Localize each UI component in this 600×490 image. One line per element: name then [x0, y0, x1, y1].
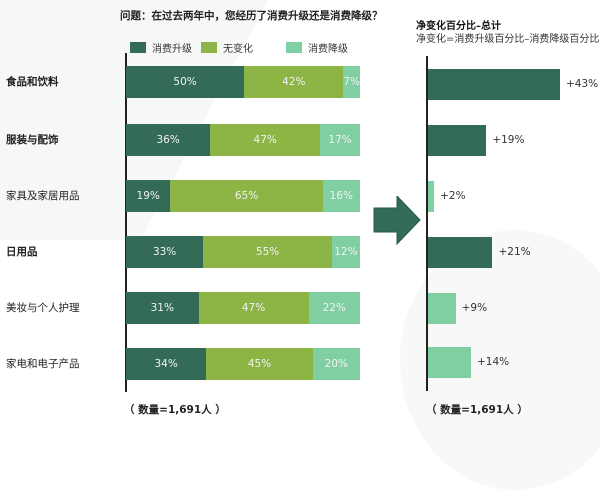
stacked-bar: 33% 55% 12% [126, 236, 360, 268]
net-change-bar [428, 237, 493, 268]
net-change-value: +19% [492, 134, 525, 146]
bar-segment-upgrade: 19% [126, 180, 171, 212]
bar-segment-upgrade: 50% [126, 66, 245, 98]
net-change-bar [428, 293, 456, 324]
legend-label: 消费升级 [152, 44, 192, 55]
legend-item-no-change: 无变化 [201, 40, 253, 55]
stacked-bar: 36% 47% 17% [126, 124, 360, 156]
legend-swatch-downgrade [286, 42, 302, 53]
legend-swatch-upgrade [130, 42, 146, 53]
stacked-bar: 31% 47% 22% [126, 292, 360, 324]
bar-segment-downgrade: 12% [331, 236, 360, 268]
bar-segment-no-change: 65% [170, 180, 323, 212]
left-chart-title: 问题：在过去两年中，您经历了消费升级还是消费降级？ [120, 10, 383, 22]
bar-segment-downgrade: 7% [343, 66, 360, 98]
stacked-bar: 19% 65% 16% [126, 180, 360, 212]
net-change-bar [428, 347, 471, 378]
bar-segment-no-change: 42% [244, 66, 344, 98]
net-change-value: +43% [566, 78, 599, 90]
left-chart-sample-note: （ 数量=1,691人 ） [124, 404, 226, 416]
bar-segment-no-change: 55% [203, 236, 332, 268]
bar-segment-upgrade: 36% [126, 124, 211, 156]
net-change-value: +2% [440, 190, 466, 202]
right-chart-sample-note: （ 数量=1,691人 ） [426, 404, 528, 416]
bar-segment-upgrade: 34% [126, 348, 207, 380]
stacked-bar: 34% 45% 20% [126, 348, 360, 380]
category-label: 家具及家居用品 [6, 190, 80, 202]
bar-segment-downgrade: 16% [322, 180, 360, 212]
right-chart-subtitle: 净变化=消费升级百分比–消费降级百分比 [416, 34, 600, 45]
category-label: 美妆与个人护理 [6, 302, 80, 314]
bar-segment-upgrade: 31% [126, 292, 199, 324]
net-change-bar [428, 125, 487, 156]
net-change-value: +14% [476, 356, 510, 368]
net-change-value: +21% [498, 246, 531, 258]
right-chart-axis [426, 56, 428, 391]
category-label: 服装与配饰 [6, 134, 59, 146]
bar-segment-downgrade: 17% [320, 124, 360, 156]
net-change-value: +9% [461, 302, 488, 314]
category-label: 日用品 [6, 246, 38, 258]
legend-item-downgrade: 消费降级 [286, 40, 348, 55]
legend-label: 消费降级 [308, 44, 348, 55]
category-label: 家电和电子产品 [6, 358, 80, 370]
bar-segment-downgrade: 20% [312, 348, 360, 380]
stacked-bar: 50% 42% 7% [126, 66, 360, 98]
legend: 消费升级 无变化 消费降级 [0, 40, 400, 55]
bar-segment-no-change: 47% [198, 292, 309, 324]
left-chart-axis [125, 53, 127, 392]
bar-segment-downgrade: 22% [308, 292, 360, 324]
category-label: 食品和饮料 [6, 76, 59, 88]
net-change-bar [428, 181, 435, 212]
bar-segment-no-change: 47% [210, 124, 321, 156]
legend-label: 无变化 [223, 44, 253, 55]
right-chart-title: 净变化百分比–总计 [416, 21, 501, 32]
legend-swatch-no-change [201, 42, 217, 53]
net-change-bar [428, 69, 560, 100]
legend-item-upgrade: 消费升级 [130, 40, 192, 55]
arrow-right-icon [373, 196, 421, 246]
bar-segment-no-change: 45% [206, 348, 313, 380]
bar-segment-upgrade: 33% [126, 236, 204, 268]
